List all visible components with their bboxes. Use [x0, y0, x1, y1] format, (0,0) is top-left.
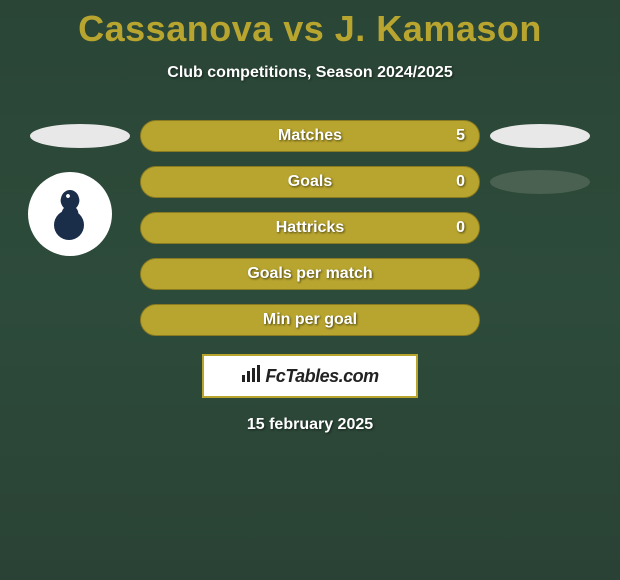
- stat-label: Hattricks: [276, 219, 344, 237]
- stat-row: Goals per match: [20, 258, 600, 290]
- stat-row: Matches 5: [20, 120, 600, 152]
- left-value-slot: [30, 120, 130, 152]
- right-ellipse-icon: [490, 124, 590, 148]
- stat-label: Matches: [278, 127, 342, 145]
- left-value-slot: [30, 258, 130, 290]
- right-value-slot: [490, 212, 590, 244]
- stat-right-value: 0: [456, 219, 465, 237]
- stat-row: Hattricks 0: [20, 212, 600, 244]
- left-ellipse-icon: [30, 124, 130, 148]
- subtitle: Club competitions, Season 2024/2025: [0, 64, 620, 82]
- right-value-slot: [490, 304, 590, 336]
- left-value-slot: [30, 166, 130, 198]
- stat-row: Goals 0: [20, 166, 600, 198]
- right-value-slot: [490, 258, 590, 290]
- stats-area: Matches 5 Goals 0 Hattricks 0 Goals per …: [0, 120, 620, 336]
- watermark-text: FcTables.com: [265, 366, 378, 387]
- stat-bar: Goals 0: [140, 166, 480, 198]
- stat-bar: Goals per match: [140, 258, 480, 290]
- left-value-slot: [30, 212, 130, 244]
- bar-chart-icon: [241, 365, 261, 388]
- stat-label: Goals per match: [247, 265, 372, 283]
- stat-bar: Hattricks 0: [140, 212, 480, 244]
- stat-label: Min per goal: [263, 311, 357, 329]
- stat-row: Min per goal: [20, 304, 600, 336]
- stat-bar: Min per goal: [140, 304, 480, 336]
- stat-right-value: 5: [456, 127, 465, 145]
- right-ellipse-icon: [490, 170, 590, 194]
- stat-bar: Matches 5: [140, 120, 480, 152]
- page-title: Cassanova vs J. Kamason: [0, 0, 620, 50]
- left-value-slot: [30, 304, 130, 336]
- stat-right-value: 0: [456, 173, 465, 191]
- right-value-slot: [490, 166, 590, 198]
- watermark[interactable]: FcTables.com: [202, 354, 418, 398]
- right-value-slot: [490, 120, 590, 152]
- stat-label: Goals: [288, 173, 332, 191]
- date: 15 february 2025: [0, 416, 620, 434]
